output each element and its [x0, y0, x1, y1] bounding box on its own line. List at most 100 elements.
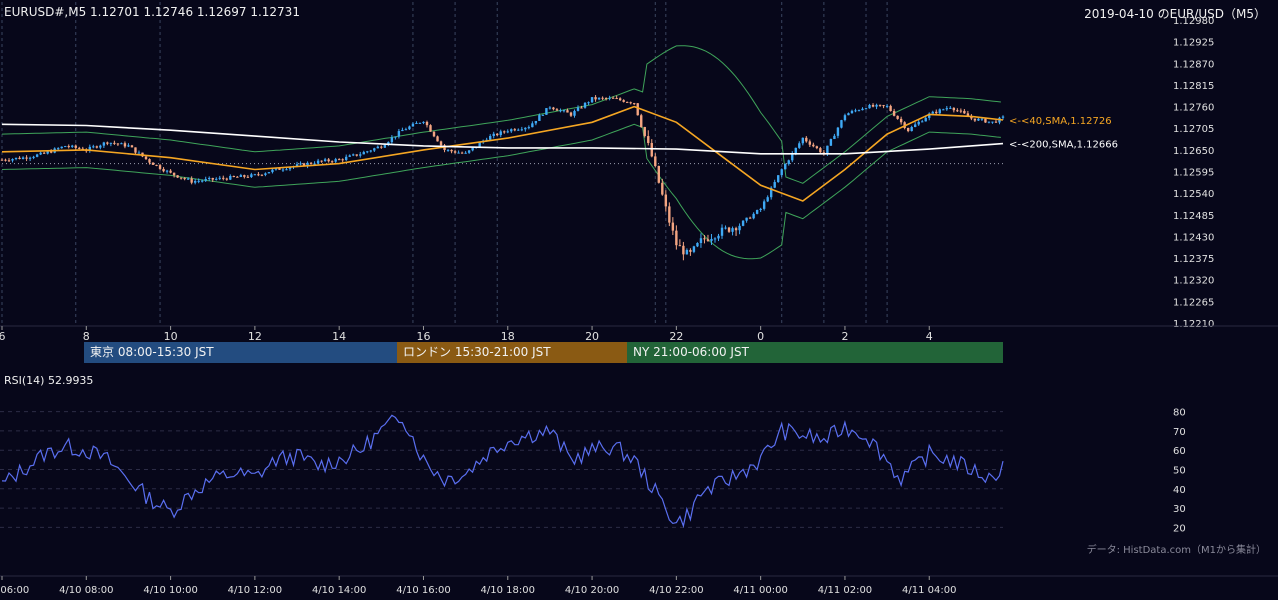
date-tick-label: 4/10 18:00: [481, 585, 535, 596]
candle-body: [204, 179, 207, 181]
candle-body: [352, 154, 355, 156]
candle-body: [966, 113, 970, 117]
candle-body: [362, 152, 365, 155]
candle-body: [706, 239, 710, 241]
candle-body: [562, 110, 566, 112]
candle-body: [215, 178, 218, 180]
candle-body: [587, 102, 590, 104]
candle-body: [253, 174, 257, 176]
candle-body: [921, 121, 924, 123]
candle-body: [429, 125, 432, 132]
candle-body: [942, 109, 945, 111]
candle-body: [56, 148, 60, 150]
candle-body: [931, 111, 934, 114]
candle-body: [689, 249, 692, 252]
hour-tick-label: 0: [757, 330, 764, 343]
candle-body: [910, 127, 913, 132]
hour-tick-label: 6: [0, 330, 6, 343]
candle-body: [14, 157, 18, 160]
candle-body: [309, 162, 313, 164]
price-tick-label: 1.12760: [1173, 103, 1214, 114]
hour-tick-label: 20: [585, 330, 599, 343]
bollinger-bands: [1, 45, 1001, 260]
candle-body: [130, 145, 134, 148]
candle-body: [42, 152, 46, 154]
candle-body: [123, 143, 127, 147]
candle-body: [991, 121, 994, 123]
session-ny: NY 21:00-06:00 JST: [627, 342, 1003, 363]
sma40-line: [1, 105, 1004, 202]
candle-body: [71, 145, 74, 147]
price-tick-label: 1.12265: [1173, 297, 1214, 308]
candle-body: [390, 137, 394, 143]
candle-body: [148, 159, 151, 163]
candle-body: [949, 107, 952, 109]
candle-body: [95, 146, 99, 148]
candle-body: [271, 169, 274, 173]
candle-body: [0, 159, 4, 161]
candle-body: [46, 151, 49, 154]
candle-body: [791, 153, 794, 161]
candle-body: [699, 238, 703, 244]
candle-body: [341, 159, 344, 161]
price-axis: 1.12210 1.12265 1.12320 1.12375 1.12430 1.124…: [1173, 16, 1214, 330]
candle-body: [566, 110, 569, 113]
candle-body: [777, 175, 780, 183]
candle-body: [604, 97, 608, 99]
candle-body: [710, 238, 713, 241]
price-tick-label: 1.12430: [1173, 232, 1214, 243]
candle-body: [657, 165, 660, 183]
candle-body: [211, 177, 214, 180]
candle-body: [769, 187, 773, 198]
rsi-tick-label: 70: [1173, 427, 1186, 438]
candle-body: [422, 121, 425, 123]
candle-body: [787, 160, 790, 165]
candle-body: [580, 107, 583, 109]
candle-body: [678, 245, 682, 247]
candle-body: [327, 159, 330, 162]
candle-body: [67, 146, 70, 148]
candle-body: [120, 143, 123, 145]
candle-body: [489, 136, 492, 140]
candle-body: [337, 159, 341, 161]
candle-body: [106, 142, 109, 144]
candle-body: [383, 145, 387, 148]
hour-tick-label: 14: [332, 330, 346, 343]
candle-body: [720, 227, 724, 236]
candle-body: [478, 142, 481, 147]
date-tick-label: 4/10 08:00: [59, 585, 113, 596]
candle-body: [840, 120, 843, 128]
rsi-label: RSI(14) 52.9935: [4, 374, 94, 387]
candle-body: [854, 110, 857, 112]
hour-tick-label: 10: [164, 330, 178, 343]
rsi-axis: 20 30 40 50 60 70 80: [1173, 408, 1186, 535]
candle-body: [622, 100, 625, 102]
candle-body: [285, 169, 288, 171]
date-tick-label: 4/10 22:00: [649, 585, 703, 596]
rsi-tick-label: 40: [1173, 485, 1186, 496]
candle-body: [496, 133, 499, 136]
candle-body: [906, 127, 910, 132]
candle-body: [892, 111, 896, 116]
candle-body: [745, 217, 748, 221]
candle-body: [92, 146, 95, 148]
price-tick-label: 1.12485: [1173, 211, 1214, 222]
candle-body: [734, 228, 738, 231]
candle-body: [7, 160, 11, 162]
candle-body: [446, 149, 450, 151]
candle-body: [741, 220, 745, 226]
candle-body: [316, 160, 320, 164]
candle-body: [506, 131, 509, 133]
rsi-series: [1, 414, 1004, 529]
candle-body: [439, 141, 443, 146]
candle-body: [611, 97, 615, 99]
candle-body: [330, 161, 334, 163]
candle-body: [938, 109, 941, 114]
candle-body: [302, 163, 306, 166]
candle-body: [703, 238, 706, 240]
candle-body: [267, 172, 271, 174]
candle-body: [39, 152, 42, 155]
price-grid: [1, 2, 1003, 323]
candle-body: [864, 108, 868, 110]
